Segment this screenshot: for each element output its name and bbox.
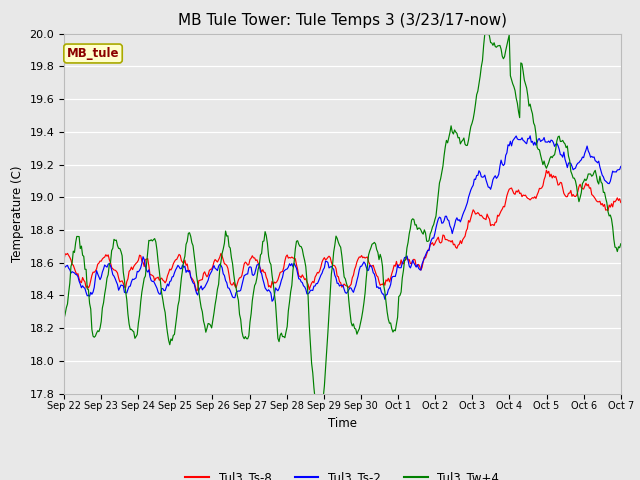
Tul3_Ts-8 <box>617 200 625 205</box>
Tul3_Tw+4 <box>373 247 381 252</box>
Tul3_Ts-8 <box>543 168 550 173</box>
Tul3_Ts-2 <box>296 276 304 282</box>
Tul3_Ts-8 <box>60 257 68 263</box>
Line: Tul3_Tw+4: Tul3_Tw+4 <box>64 26 621 422</box>
Tul3_Ts-8 <box>568 193 576 199</box>
Tul3_Tw+4 <box>568 171 576 177</box>
Tul3_Tw+4 <box>617 241 625 247</box>
Tul3_Ts-8 <box>234 277 242 283</box>
Tul3_Tw+4 <box>399 268 407 274</box>
Text: MB_tule: MB_tule <box>67 47 119 60</box>
Tul3_Ts-2 <box>234 288 241 294</box>
Tul3_Tw+4 <box>470 109 478 115</box>
X-axis label: Time: Time <box>328 417 357 430</box>
Tul3_Tw+4 <box>315 419 323 425</box>
Tul3_Ts-2 <box>617 164 625 169</box>
Line: Tul3_Ts-8: Tul3_Ts-8 <box>64 170 621 291</box>
Tul3_Ts-2 <box>568 163 576 169</box>
Tul3_Tw+4 <box>482 23 490 29</box>
Tul3_Ts-2 <box>526 133 534 139</box>
Tul3_Ts-2 <box>373 285 381 290</box>
Tul3_Ts-8 <box>470 209 478 215</box>
Tul3_Ts-8 <box>373 273 381 279</box>
Tul3_Ts-2 <box>268 299 276 304</box>
Tul3_Ts-2 <box>399 258 407 264</box>
Line: Tul3_Ts-2: Tul3_Ts-2 <box>64 136 621 301</box>
Legend: Tul3_Ts-8, Tul3_Ts-2, Tul3_Tw+4: Tul3_Ts-8, Tul3_Ts-2, Tul3_Tw+4 <box>180 466 504 480</box>
Title: MB Tule Tower: Tule Temps 3 (3/23/17-now): MB Tule Tower: Tule Temps 3 (3/23/17-now… <box>178 13 507 28</box>
Tul3_Tw+4 <box>60 316 68 322</box>
Tul3_Tw+4 <box>234 292 241 298</box>
Tul3_Ts-2 <box>470 176 478 182</box>
Tul3_Ts-8 <box>296 274 304 279</box>
Tul3_Ts-8 <box>193 288 200 294</box>
Tul3_Ts-8 <box>399 261 407 266</box>
Tul3_Tw+4 <box>295 241 303 247</box>
Y-axis label: Temperature (C): Temperature (C) <box>11 165 24 262</box>
Tul3_Ts-2 <box>60 265 68 271</box>
